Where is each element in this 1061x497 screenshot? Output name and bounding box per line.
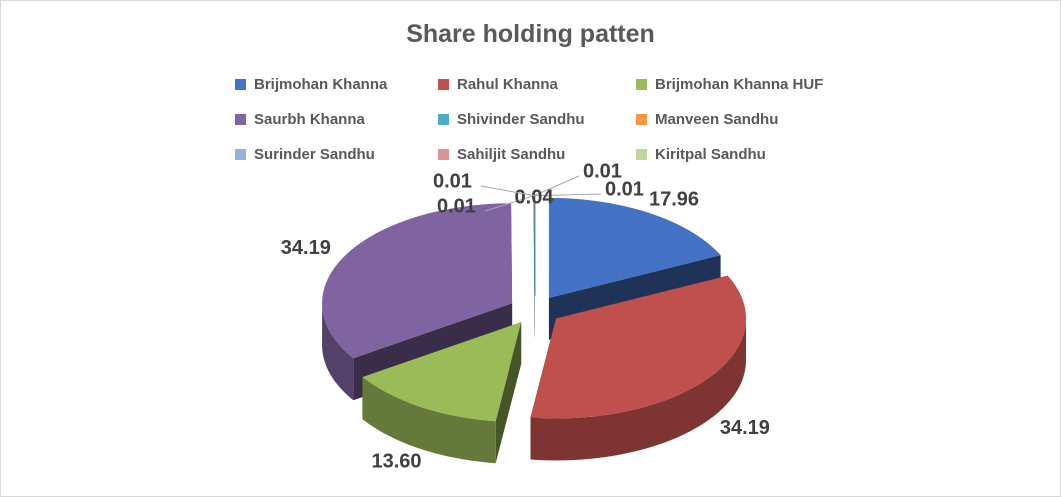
legend-swatch xyxy=(235,149,246,160)
slice-tops xyxy=(322,195,746,422)
data-label: 0.01 xyxy=(437,195,476,217)
slice-top-rahul-khanna xyxy=(530,275,746,419)
legend-item: Rahul Khanna xyxy=(438,76,558,93)
legend-label: Rahul Khanna xyxy=(457,76,558,93)
legend-label: Kiritpal Sandhu xyxy=(655,146,766,163)
leader-line xyxy=(533,175,580,197)
data-label: 0.01 xyxy=(583,160,622,182)
legend-label: Brijmohan Khanna HUF xyxy=(655,76,824,93)
legend-swatch xyxy=(438,149,449,160)
legend-item: Sahiljit Sandhu xyxy=(438,146,565,163)
legend-label: Saurbh Khanna xyxy=(254,111,365,128)
legend-swatch xyxy=(235,79,246,90)
legend-item: Manveen Sandhu xyxy=(636,111,778,128)
slice-outer-wall xyxy=(362,377,496,464)
slice-outer-wall xyxy=(322,303,354,401)
legend-item: Kiritpal Sandhu xyxy=(636,146,766,163)
data-label: 0.04 xyxy=(515,186,555,208)
slice-top-saurbh-khanna xyxy=(322,203,513,359)
leader-line xyxy=(480,185,536,197)
data-label: 13.60 xyxy=(372,450,422,472)
slice-outer-wall xyxy=(530,318,746,461)
legend-label: Surinder Sandhu xyxy=(254,146,375,163)
data-label: 17.96 xyxy=(649,188,699,210)
chart-title: Share holding patten xyxy=(406,20,655,48)
legend-item: Shivinder Sandhu xyxy=(438,111,585,128)
legend-swatch xyxy=(235,114,246,125)
legend-swatch xyxy=(438,79,449,90)
legend-label: Manveen Sandhu xyxy=(655,111,779,128)
legend-swatch xyxy=(636,79,647,90)
legend-label: Brijmohan Khanna xyxy=(254,76,388,93)
data-label: 34.19 xyxy=(720,417,770,439)
legend-item: Surinder Sandhu xyxy=(235,146,375,163)
legend-item: Brijmohan Khanna HUF xyxy=(636,76,823,93)
legend-swatch xyxy=(636,114,647,125)
legend-swatch xyxy=(636,149,647,160)
legend-item: Brijmohan Khanna xyxy=(235,76,387,93)
legend-label: Sahiljit Sandhu xyxy=(457,146,566,163)
leader-line xyxy=(533,195,536,203)
slice-top-brijmohan-khanna-huf xyxy=(362,322,522,422)
data-label: 0.01 xyxy=(605,178,644,200)
legend-label: Shivinder Sandhu xyxy=(457,111,585,128)
leader-line xyxy=(484,195,535,212)
leader-line xyxy=(534,193,602,197)
legend-swatch xyxy=(438,114,449,125)
data-label: 0.01 xyxy=(433,170,472,192)
data-label: 34.19 xyxy=(281,237,331,259)
legend-item: Saurbh Khanna xyxy=(235,111,365,128)
slice-top-brijmohan-khanna xyxy=(548,197,721,298)
